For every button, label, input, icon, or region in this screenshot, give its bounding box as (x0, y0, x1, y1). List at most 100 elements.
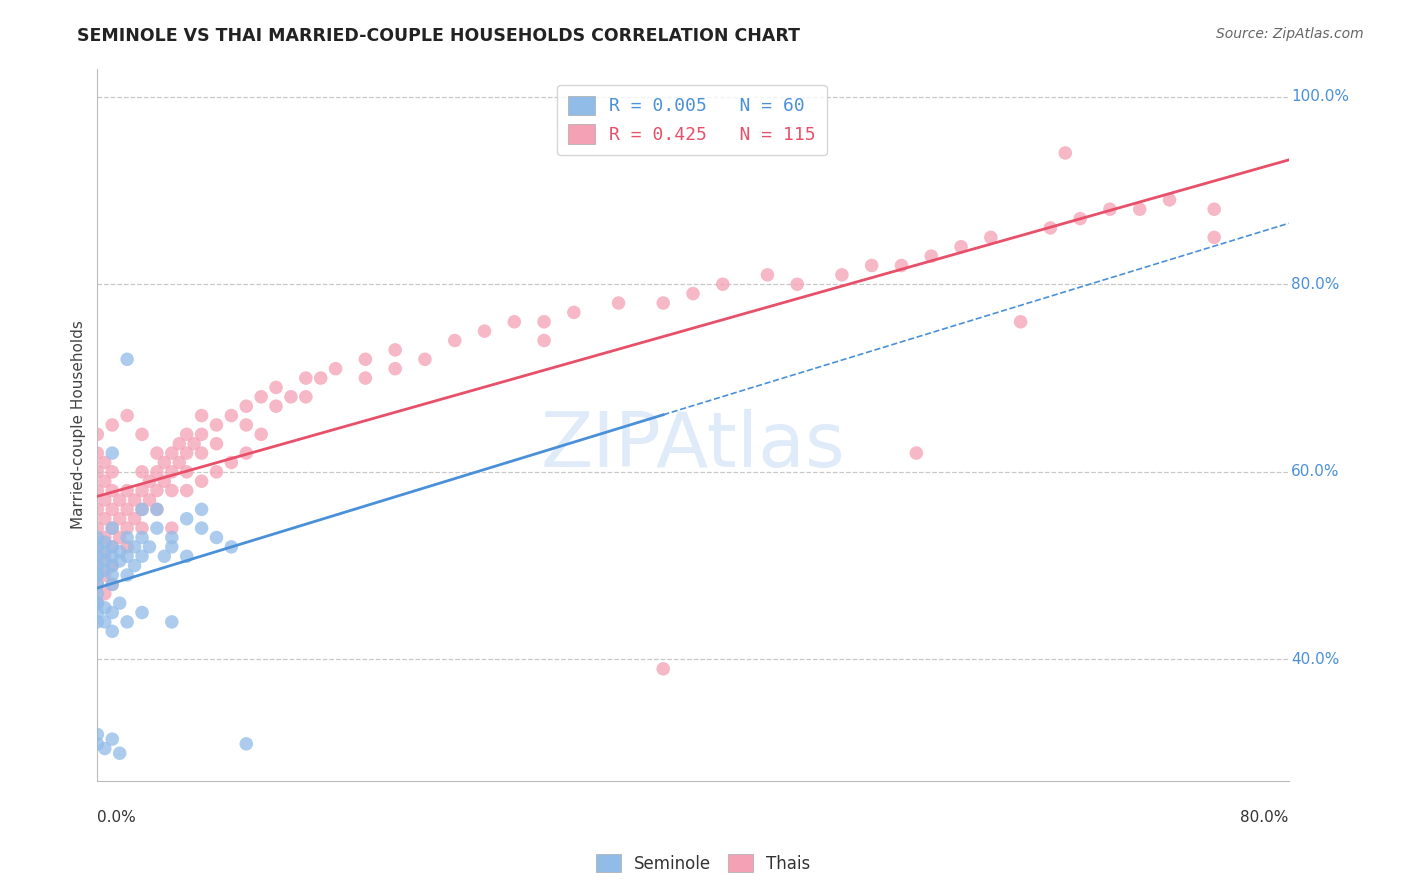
Point (86, 596, 108, 610)
Text: 80.0%: 80.0% (1240, 810, 1289, 824)
Point (235, 446, 257, 460)
Point (86, 465, 108, 479)
Point (860, 259, 883, 273)
Point (115, 409, 138, 423)
Point (190, 474, 212, 488)
Point (86, 615, 108, 629)
Point (756, 268, 779, 282)
Point (86, 568, 108, 582)
Point (235, 399, 257, 413)
Point (101, 521, 124, 535)
Point (190, 521, 212, 535)
Point (115, 540, 138, 554)
Point (86, 483, 108, 498)
Point (250, 390, 273, 404)
Point (101, 606, 124, 620)
Point (1039, 221, 1062, 235)
Point (146, 446, 169, 460)
Point (205, 465, 228, 479)
Point (325, 361, 347, 376)
Point (160, 615, 183, 629)
Point (131, 502, 153, 516)
Point (711, 277, 734, 292)
Point (86, 606, 108, 620)
Text: Source: ZipAtlas.com: Source: ZipAtlas.com (1216, 27, 1364, 41)
Point (101, 558, 124, 573)
Point (190, 502, 212, 516)
Point (146, 465, 169, 479)
Point (101, 577, 124, 591)
Point (131, 465, 153, 479)
Point (131, 427, 153, 442)
Point (94, 493, 117, 508)
Point (176, 549, 198, 564)
Point (115, 568, 138, 582)
Point (1129, 202, 1152, 217)
Point (86, 549, 108, 564)
Point (413, 352, 436, 367)
Point (562, 305, 585, 319)
Point (176, 483, 198, 498)
Point (86, 446, 108, 460)
Point (94, 615, 117, 629)
Point (1054, 145, 1077, 160)
Point (146, 521, 169, 535)
Point (101, 558, 124, 573)
Text: 100.0%: 100.0% (1291, 89, 1348, 104)
Point (124, 512, 146, 526)
Point (101, 549, 124, 564)
Point (1098, 202, 1121, 217)
Point (354, 371, 377, 385)
Point (652, 662, 675, 676)
Point (86, 568, 108, 582)
Point (205, 436, 228, 450)
Point (384, 343, 406, 357)
Point (86, 727, 108, 741)
Point (167, 436, 190, 450)
Point (831, 268, 853, 282)
Point (146, 502, 169, 516)
Point (101, 732, 124, 747)
Point (183, 436, 205, 450)
Point (86, 737, 108, 751)
Point (101, 483, 124, 498)
Point (190, 409, 212, 423)
Y-axis label: Married-couple Households: Married-couple Households (72, 320, 86, 529)
Point (131, 502, 153, 516)
Point (86, 427, 108, 442)
Point (1010, 315, 1032, 329)
Point (160, 446, 183, 460)
Point (153, 474, 176, 488)
Point (94, 563, 117, 577)
Point (280, 390, 302, 404)
Point (115, 615, 138, 629)
Point (86, 558, 108, 573)
Point (94, 512, 117, 526)
Point (607, 296, 630, 310)
Point (138, 474, 160, 488)
Point (474, 324, 496, 338)
Point (115, 502, 138, 516)
Point (108, 512, 131, 526)
Point (138, 540, 160, 554)
Point (264, 399, 287, 413)
Point (221, 409, 243, 423)
Point (86, 502, 108, 516)
Point (1204, 202, 1226, 217)
Point (205, 531, 228, 545)
Point (101, 540, 124, 554)
Point (167, 455, 190, 469)
Point (503, 315, 526, 329)
Point (190, 446, 212, 460)
Point (160, 531, 183, 545)
Point (652, 296, 675, 310)
Point (160, 521, 183, 535)
Point (86, 540, 108, 554)
Point (86, 540, 108, 554)
Point (146, 502, 169, 516)
Point (101, 465, 124, 479)
Point (131, 606, 153, 620)
Text: 40.0%: 40.0% (1291, 652, 1340, 667)
Point (101, 624, 124, 639)
Point (131, 531, 153, 545)
